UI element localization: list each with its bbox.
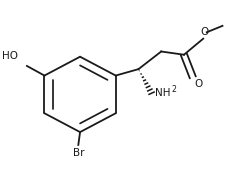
Text: Br: Br (72, 148, 84, 158)
Text: 2: 2 (172, 85, 177, 94)
Text: HO: HO (2, 51, 18, 61)
Text: NH: NH (155, 88, 171, 98)
Text: O: O (201, 27, 209, 37)
Text: O: O (194, 79, 203, 89)
